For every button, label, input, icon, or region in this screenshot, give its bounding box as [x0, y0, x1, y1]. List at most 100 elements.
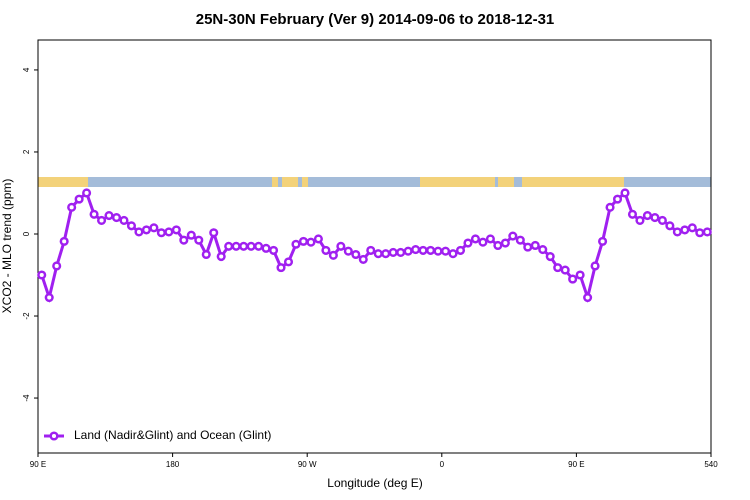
data-point [478, 237, 488, 247]
data-point [583, 293, 593, 303]
data-point [440, 246, 451, 256]
data-point [246, 241, 256, 251]
data-point [620, 188, 630, 198]
data-point [276, 263, 286, 273]
x-tick-label: 180 [166, 460, 180, 469]
data-point [388, 247, 398, 257]
data-point [328, 250, 338, 260]
data-point [44, 293, 54, 303]
data-point [111, 213, 122, 223]
data-point [530, 240, 540, 251]
x-tick-label: 540 [704, 460, 718, 469]
data-point [590, 261, 600, 271]
data-point [665, 221, 675, 231]
data-point [97, 215, 107, 226]
data-point [485, 234, 495, 244]
data-point [508, 231, 518, 241]
data-point [448, 249, 458, 259]
data-point [538, 245, 548, 255]
data-point [224, 241, 234, 251]
data-point [642, 210, 652, 221]
data-point [119, 215, 129, 226]
legend-label: Land (Nadir&Glint) and Ocean (Glint) [74, 428, 271, 442]
data-point [298, 236, 309, 246]
data-point [418, 245, 428, 255]
data-point [216, 251, 226, 262]
data-point [351, 249, 361, 260]
data-point [52, 261, 62, 271]
data-point [411, 245, 421, 255]
data-point [381, 249, 391, 259]
data-point [37, 270, 47, 280]
data-point [426, 245, 436, 255]
data-point [470, 234, 481, 244]
data-point [194, 235, 204, 245]
data-point [672, 227, 682, 237]
data-point [164, 227, 174, 237]
x-tick-label: 90 W [298, 460, 317, 469]
data-point [74, 194, 84, 204]
data-point [336, 241, 346, 251]
data-point [126, 221, 137, 231]
data-point [687, 223, 697, 233]
data-point [82, 188, 92, 198]
data-point [201, 249, 211, 260]
data-point [261, 243, 271, 253]
x-tick-label: 0 [440, 460, 445, 469]
data-point [657, 215, 667, 226]
data-point [373, 249, 383, 259]
data-point [321, 245, 331, 255]
data-point [179, 235, 189, 245]
data-point [186, 230, 196, 240]
x-tick-label: 90 E [568, 460, 584, 469]
y-tick-label: -4 [22, 394, 31, 402]
data-point [396, 247, 406, 257]
data-point [612, 194, 623, 204]
data-point [89, 209, 99, 219]
data-point [568, 274, 578, 284]
data-point [239, 241, 249, 251]
data-point [433, 246, 443, 256]
data-point [283, 257, 294, 267]
data-point [553, 263, 563, 273]
data-point [313, 234, 323, 244]
data-point [627, 209, 638, 219]
data-point [635, 215, 645, 226]
data-point [650, 213, 660, 223]
data-point [156, 228, 166, 238]
data-point [455, 245, 466, 255]
data-point [695, 228, 705, 238]
data-point [149, 223, 159, 233]
land-ocean-strip [38, 177, 711, 187]
data-point [231, 241, 241, 251]
data-point [702, 227, 712, 237]
data-point [680, 225, 690, 235]
data-point [254, 241, 264, 251]
data-point [306, 237, 316, 247]
y-axis-label: XCO2 - MLO trend (ppm) [0, 179, 14, 314]
data-point [403, 246, 413, 256]
x-axis-label: Longitude (deg E) [327, 476, 422, 490]
y-tick-label: 0 [22, 231, 31, 236]
data-point [575, 270, 585, 280]
data-point [343, 246, 353, 256]
y-tick-label: 4 [22, 67, 31, 72]
data-point [545, 251, 555, 262]
data-point [515, 235, 525, 245]
data-point [67, 202, 77, 212]
data-point [141, 225, 151, 235]
y-tick-label: 2 [22, 149, 31, 154]
chart-title: 25N-30N February (Ver 9) 2014-09-06 to 2… [196, 11, 555, 28]
data-point [209, 228, 219, 238]
y-tick-label: -2 [22, 312, 31, 320]
data-point [523, 242, 533, 252]
legend-marker [49, 431, 59, 441]
data-point [605, 202, 615, 212]
data-point [598, 236, 608, 246]
data-point [171, 225, 181, 235]
data-point [493, 240, 503, 251]
data-point [500, 238, 510, 248]
data-point [269, 245, 279, 255]
data-point [358, 254, 368, 264]
